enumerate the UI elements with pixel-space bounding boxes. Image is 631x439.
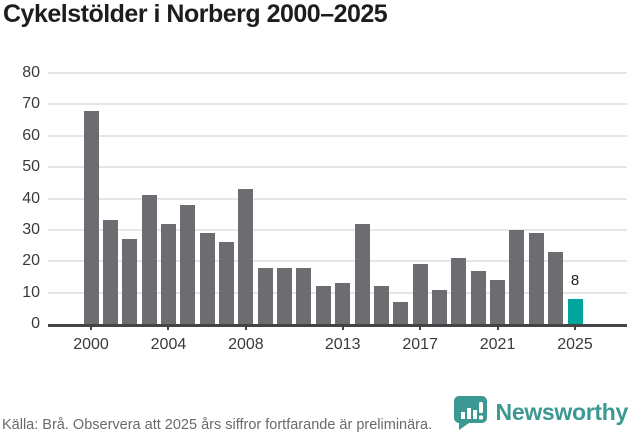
bar-2015 [373, 286, 389, 324]
y-axis-tick-label: 0 [31, 315, 40, 332]
x-axis-tick-2008 [244, 324, 247, 330]
gridline-y-30 [48, 228, 627, 231]
x-axis-tick-label: 2025 [557, 336, 593, 353]
x-axis-tick-2021 [496, 324, 499, 330]
bar-2013 [335, 283, 351, 324]
gridline-y-80 [48, 72, 627, 74]
bar-2017 [412, 264, 428, 324]
bar-2007 [219, 242, 235, 324]
bar-2020 [470, 270, 486, 324]
y-axis-tick-label: 40 [22, 189, 40, 207]
gridline-y-50 [48, 166, 627, 169]
y-axis-tick-label: 20 [22, 252, 40, 270]
bar-2016 [393, 302, 409, 324]
bar-2014 [354, 223, 370, 324]
gridline-y-20 [48, 260, 627, 263]
bar-2005 [180, 204, 196, 324]
x-axis-tick-2004 [167, 324, 170, 330]
y-axis-tick-label: 60 [22, 126, 40, 144]
x-axis-tick-2017 [419, 324, 422, 330]
x-axis-tick-label: 2004 [150, 336, 187, 353]
x-axis-tick-2000 [90, 324, 92, 330]
bar-2008 [238, 189, 254, 324]
x-axis-tick-2025 [574, 324, 576, 330]
bar-2022 [509, 229, 525, 324]
bar-2001 [102, 220, 118, 324]
bar-2006 [199, 233, 215, 324]
newsworthy-chart-bubble-icon [452, 394, 489, 431]
bar-value-label: 8 [570, 271, 580, 289]
x-axis-tick-label: 2017 [402, 336, 438, 353]
bar-2025 [567, 298, 583, 324]
bar-2004 [160, 223, 176, 324]
y-axis-tick-label: 10 [22, 283, 40, 301]
bar-2019 [451, 258, 467, 324]
gridline-y-70 [48, 103, 627, 106]
newsworthy-logo-text: Newsworthy [495, 399, 629, 425]
source-note: Källa: Brå. Observera att 2025 års siffr… [2, 417, 433, 434]
bar-2024 [548, 251, 564, 324]
gridline-y-60 [48, 134, 627, 137]
bar-2009 [257, 267, 273, 324]
plot-area: 2000 2004 2008 2013 2017 2021 2025 8 [48, 72, 627, 353]
bar-2000 [83, 110, 99, 324]
bar-2023 [528, 233, 544, 324]
bar-2011 [296, 267, 312, 324]
x-axis-line [48, 324, 627, 327]
bar-2002 [122, 239, 138, 324]
y-axis-labels: 0 10 20 30 40 50 60 70 80 [0, 64, 40, 332]
newsworthy-logo: Newsworthy [452, 394, 628, 431]
x-axis-tick-label: 2021 [479, 336, 516, 353]
gridline-y-40 [48, 197, 627, 200]
y-axis-tick-label: 70 [22, 95, 40, 113]
bar-2021 [490, 280, 506, 324]
chart-title: Cykelstölder i Norberg 2000–2025 [3, 0, 388, 28]
bar-2018 [431, 289, 447, 324]
bar-2003 [141, 195, 157, 324]
y-axis-tick-label: 50 [22, 158, 40, 176]
x-axis-tick-label: 2008 [228, 336, 264, 353]
x-axis-tick-2013 [341, 324, 344, 330]
bar-2010 [277, 267, 293, 324]
bar-2012 [315, 286, 331, 324]
y-axis-tick-label: 30 [22, 220, 40, 238]
y-axis-tick-label: 80 [22, 64, 40, 81]
x-axis-tick-label: 2013 [324, 336, 361, 353]
x-axis-tick-label: 2000 [73, 336, 109, 353]
